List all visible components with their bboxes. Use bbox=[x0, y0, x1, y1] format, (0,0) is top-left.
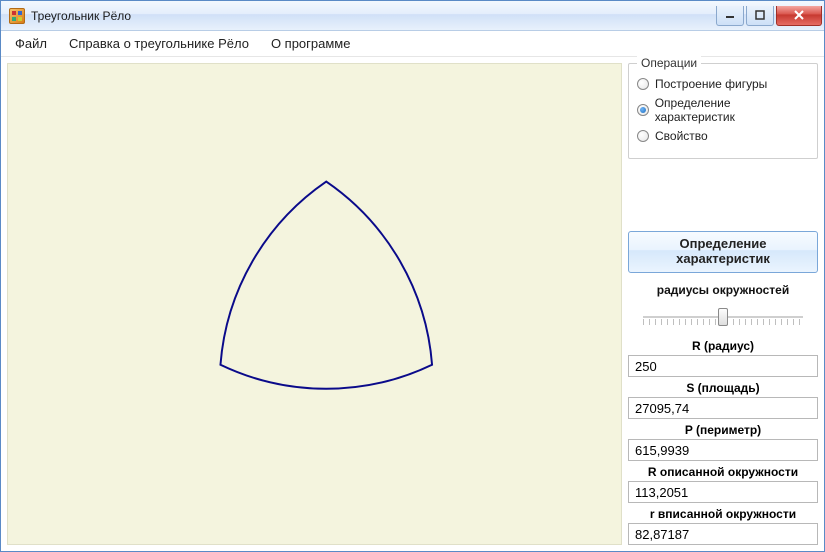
radio-dot-icon bbox=[637, 78, 649, 90]
radio-build-label: Построение фигуры bbox=[655, 77, 767, 91]
operations-group: Операции Построение фигуры Определение х… bbox=[628, 63, 818, 159]
input-R[interactable] bbox=[628, 355, 818, 377]
maximize-button[interactable] bbox=[746, 6, 774, 26]
radio-dot-icon bbox=[637, 104, 649, 116]
radio-property-label: Свойство bbox=[655, 129, 708, 143]
input-S[interactable] bbox=[628, 397, 818, 419]
radio-build[interactable]: Построение фигуры bbox=[637, 77, 809, 91]
window-controls bbox=[716, 6, 822, 26]
titlebar[interactable]: Треугольник Рёло bbox=[1, 1, 824, 31]
menu-file[interactable]: Файл bbox=[15, 36, 47, 51]
menubar: Файл Справка о треугольнике Рёло О прогр… bbox=[1, 31, 824, 57]
label-rin: r вписанной окружности bbox=[628, 507, 818, 521]
input-Rout[interactable] bbox=[628, 481, 818, 503]
compute-button-label: Определение характеристик bbox=[637, 237, 809, 267]
slider-label: радиусы окружностей bbox=[628, 283, 818, 297]
minimize-button[interactable] bbox=[716, 6, 744, 26]
operations-legend: Операции bbox=[637, 56, 701, 70]
label-R: R (радиус) bbox=[628, 339, 818, 353]
spacer bbox=[628, 167, 818, 223]
radius-slider[interactable] bbox=[643, 307, 803, 327]
label-P: P (периметр) bbox=[628, 423, 818, 437]
label-S: S (площадь) bbox=[628, 381, 818, 395]
app-window: Треугольник Рёло Файл Справка о треуголь… bbox=[0, 0, 825, 552]
radio-characteristics-label: Определение характеристик bbox=[655, 96, 809, 124]
input-P[interactable] bbox=[628, 439, 818, 461]
reuleaux-svg bbox=[8, 64, 621, 544]
window-title: Треугольник Рёло bbox=[31, 9, 131, 23]
close-button[interactable] bbox=[776, 6, 822, 26]
input-rin[interactable] bbox=[628, 523, 818, 545]
client-area: Операции Построение фигуры Определение х… bbox=[1, 57, 824, 551]
radius-slider-wrap bbox=[628, 305, 818, 329]
compute-characteristics-button[interactable]: Определение характеристик bbox=[628, 231, 818, 273]
drawing-canvas bbox=[7, 63, 622, 545]
radio-characteristics[interactable]: Определение характеристик bbox=[637, 96, 809, 124]
radio-dot-icon bbox=[637, 130, 649, 142]
label-Rout: R описанной окружности bbox=[628, 465, 818, 479]
menu-help-triangle[interactable]: Справка о треугольнике Рёло bbox=[69, 36, 249, 51]
slider-thumb[interactable] bbox=[718, 308, 728, 326]
side-panel: Операции Построение фигуры Определение х… bbox=[628, 63, 818, 545]
menu-about[interactable]: О программе bbox=[271, 36, 351, 51]
fields: R (радиус) S (площадь) P (периметр) R оп… bbox=[628, 337, 818, 545]
radio-property[interactable]: Свойство bbox=[637, 129, 809, 143]
app-icon bbox=[9, 8, 25, 24]
